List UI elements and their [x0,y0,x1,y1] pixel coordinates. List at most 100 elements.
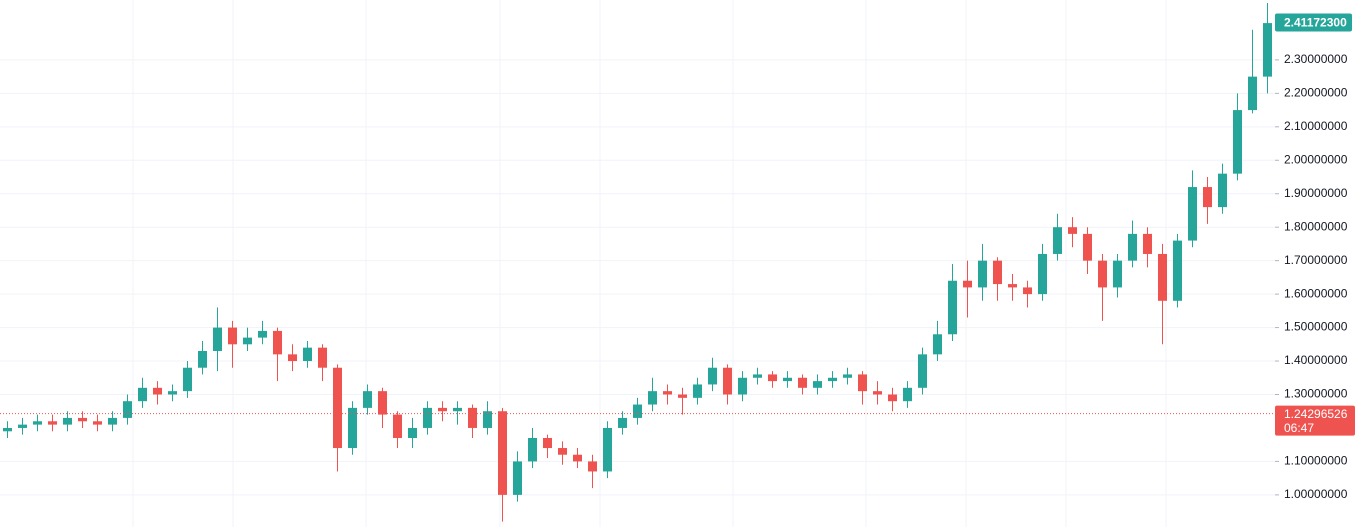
candle-body [1173,240,1182,301]
candle-body [93,421,102,425]
candle-body [1068,227,1077,234]
candle-body [288,354,297,362]
candle-body [663,391,672,395]
candle-body [1188,187,1197,241]
candle-body [1233,110,1242,174]
candle-body [633,404,642,418]
candle-body [138,387,147,402]
candle-body [153,387,162,395]
candle-body [648,391,657,405]
candle-body [963,280,972,288]
candle-body [63,417,72,425]
candle-body [48,421,57,425]
candle-body [243,337,252,345]
candle-body [198,350,207,368]
y-tick-label: 1.90000000 [1284,186,1348,200]
y-tick-label: 1.30000000 [1284,387,1348,401]
y-tick-label: 1.40000000 [1284,353,1348,367]
candle-body [1098,260,1107,288]
candle-body [813,381,822,388]
candle-body [993,260,1002,285]
candle-body [1008,284,1017,288]
candle-body [678,394,687,398]
candle-body [708,367,717,385]
candle-body [18,424,27,428]
candle-body [858,374,867,392]
candle-body [258,330,267,338]
candle-body [528,437,537,462]
vertical-grid [132,0,1167,527]
countdown-label: 06:47 [1284,421,1314,435]
candle-body [768,374,777,382]
candle-body [78,417,87,422]
candle-body [873,391,882,395]
candle-body [723,367,732,395]
candle-body [348,407,357,449]
candle-body [1053,227,1062,254]
y-tick-label: 1.70000000 [1284,253,1348,267]
candle-body [1203,187,1212,208]
candle-body [453,407,462,412]
candle-body [573,454,582,462]
candle-body [228,327,237,345]
candle-body [543,437,552,449]
candle-body [603,427,612,472]
candle-body [483,411,492,428]
candle-body [3,427,12,432]
candle-body [903,387,912,402]
candle-body [1128,233,1137,261]
candle-body [933,334,942,355]
candle-body [168,391,177,395]
candle-body [438,407,447,412]
candle-body [33,421,42,425]
candle-body [978,260,987,288]
candles [3,3,1272,522]
y-tick-label: 1.10000000 [1284,454,1348,468]
candle-body [1113,260,1122,288]
candle-body [498,411,507,495]
last-price-label: 2.41172300 [1284,16,1347,30]
candle-body [408,427,417,438]
y-tick-label: 2.10000000 [1284,119,1348,133]
candle-body [1023,287,1032,295]
candle-body [1248,76,1257,111]
candle-body [423,407,432,428]
candle-body [753,374,762,378]
candle-body [618,417,627,428]
candle-body [468,407,477,428]
candle-body [318,347,327,368]
candle-body [273,330,282,355]
candle-body [558,448,567,455]
candle-body [843,374,852,378]
candle-body [798,377,807,388]
candle-body [378,391,387,415]
last-price-label-box [1275,13,1352,32]
y-tick-label: 1.50000000 [1284,320,1348,334]
y-tick-label: 2.00000000 [1284,152,1348,166]
candle-body [888,394,897,402]
candle-body [1038,253,1047,295]
candle-body [918,354,927,388]
price-line-label-box [1275,405,1355,436]
candle-body [333,367,342,449]
candle-body [783,377,792,382]
candle-body [363,391,372,408]
y-tick-label: 1.60000000 [1284,286,1348,300]
candle-body [123,401,132,418]
candle-body [213,327,222,351]
candle-body [108,417,117,425]
candle-body [183,367,192,392]
candle-body [1083,233,1092,261]
candle-body [513,461,522,495]
candle-body [738,377,747,395]
candle-body [693,384,702,398]
candle-body [1158,253,1167,301]
price-line-label: 1.24296526 [1284,407,1348,421]
y-tick-label: 1.00000000 [1284,487,1348,501]
y-tick-label: 1.80000000 [1284,219,1348,233]
candle-body [1263,23,1272,77]
candle-body [1143,233,1152,254]
candle-body [828,377,837,382]
